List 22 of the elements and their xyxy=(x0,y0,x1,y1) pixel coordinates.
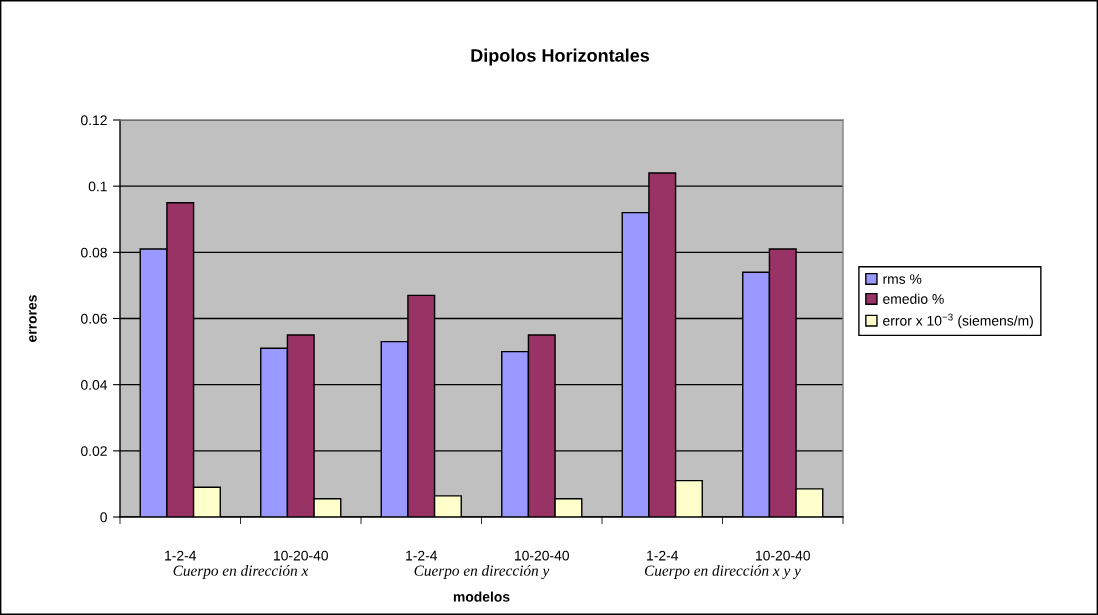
legend-label: emedio % xyxy=(883,293,944,304)
y-tick-label: 0.04 xyxy=(81,380,108,390)
legend-label: error x 10$^{−3}$ (siemens/m) xyxy=(883,313,1033,329)
y-axis-title: errores xyxy=(29,295,37,342)
text: Cuerpo en dirección x xyxy=(173,565,309,579)
legend-label: rms % xyxy=(883,274,922,284)
x-tick-label: 1-2-4 xyxy=(165,550,197,561)
x-tick-label: 10-20-40 xyxy=(274,550,329,561)
x-tick-label: 1-2-4 xyxy=(406,550,438,561)
y-tick-label: 0.08 xyxy=(81,247,107,258)
y-tick-label: 0.06 xyxy=(81,313,107,324)
chart-title: Dipolos Horizontales xyxy=(471,48,650,66)
x-axis-title: modelos xyxy=(453,591,510,602)
y-tick-label: 0.12 xyxy=(81,115,107,126)
text: Cuerpo en dirección x y y xyxy=(644,565,801,579)
y-tick-label: 0 xyxy=(100,512,107,523)
x-tick-label: 10-20-40 xyxy=(756,550,811,561)
text: Cuerpo en dirección y xyxy=(414,565,550,579)
x-tick-label: 1-2-4 xyxy=(647,550,679,561)
y-tick-label: 0.02 xyxy=(81,446,107,456)
x-tick-label: 10-20-40 xyxy=(515,550,570,561)
y-tick-label: 0.1 xyxy=(88,181,107,192)
